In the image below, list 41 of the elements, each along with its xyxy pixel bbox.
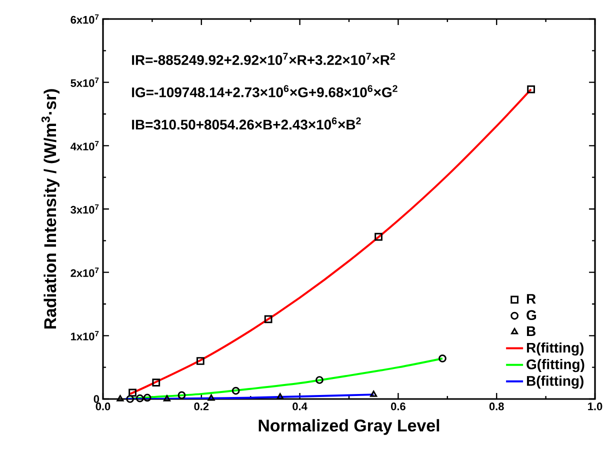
x-tick-label: 0.8 <box>489 402 504 410</box>
legend-label: B(fitting) <box>526 376 584 389</box>
point <box>527 85 535 94</box>
legend-label: B <box>526 326 536 336</box>
y-tick-label: 0 <box>94 395 100 403</box>
point <box>128 388 136 397</box>
y-tick-label: 6x10$^{7}$ <box>70 14 99 24</box>
point <box>196 357 204 365</box>
x-tick-label: 0.2 <box>194 402 209 410</box>
y-tick-label: 1x10$^{7}$ <box>71 330 99 340</box>
legend-label: R(fitting) <box>526 342 584 356</box>
y-axis-title: Radiation Intensity / (W/m$^{3}$·sr) <box>41 89 60 329</box>
y-tick-label: 3x10$^{7}$ <box>70 204 99 214</box>
point <box>163 395 170 402</box>
point <box>276 393 284 400</box>
point <box>438 354 446 362</box>
y-tick-label: 4x10$^{7}$ <box>70 140 99 150</box>
point <box>316 376 324 384</box>
y-tick-label: 5x10$^{7}$ <box>70 78 99 88</box>
x-tick-label: 0.4 <box>292 402 308 410</box>
point <box>370 390 378 397</box>
legend-label: R <box>526 294 536 304</box>
point <box>178 391 186 400</box>
x-tick-label: 0.6 <box>391 402 406 410</box>
point <box>264 315 272 324</box>
x-tick-label: 1.0 <box>588 402 602 410</box>
legend-label: G <box>526 310 536 320</box>
point <box>152 378 160 386</box>
x-axis-title: Normalized Gray Level <box>258 419 440 435</box>
x-tick-label: 0.0 <box>96 402 110 410</box>
point <box>116 395 124 402</box>
annotation: IR=-885249.92+2.92×10$^{7}$×R+3.22×10$^{7}$×R$^{2}$ <box>132 52 396 65</box>
annotation: IB=310.50+8054.26×B+2.43×10$^{6}$×B$^{2}$ <box>132 117 361 130</box>
point <box>374 232 382 241</box>
point <box>208 394 215 401</box>
legend-label: G(fitting) <box>526 359 584 372</box>
point <box>126 395 134 403</box>
y-tick-label: 2x10$^{7}$ <box>70 268 99 278</box>
annotation: IG=-109748.14+2.73×10$^{6}$×G+9.68×10$^{6}$×G$^{2}$ <box>132 85 398 98</box>
point <box>232 386 240 395</box>
point <box>136 394 144 402</box>
